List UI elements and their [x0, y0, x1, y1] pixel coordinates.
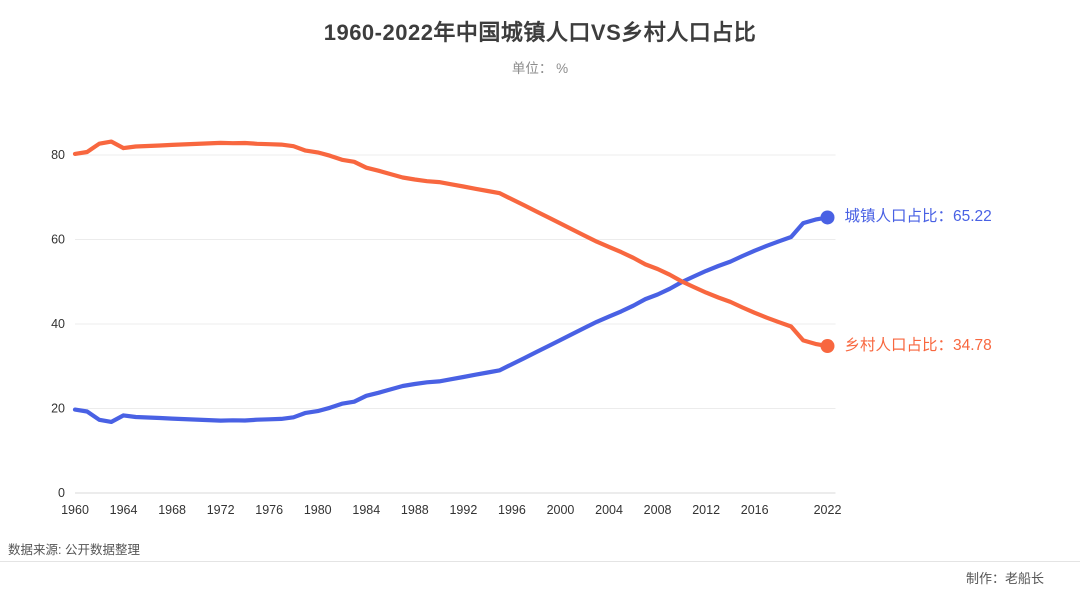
x-axis-tick-label: 2022: [814, 503, 842, 517]
x-axis-tick-label: 2016: [741, 503, 769, 517]
series-line: [72, 139, 830, 349]
series-end-marker-icon: [820, 339, 835, 354]
series-end-marker-icon: [820, 210, 835, 225]
series-label-rural: 乡村人口占比：34.78: [844, 337, 992, 355]
footer-divider: [0, 561, 1080, 562]
x-axis-tick-label: 1988: [401, 503, 429, 517]
y-axis-tick-label: 40: [51, 317, 65, 331]
y-axis-tick-label: 20: [51, 402, 65, 416]
x-axis-tick-label: 1968: [158, 503, 186, 517]
chart-title: 1960-2022年中国城镇人口VS乡村人口占比: [323, 20, 757, 45]
x-axis-tick-label: 1964: [110, 503, 138, 517]
x-axis-tick-label: 2000: [547, 503, 575, 517]
x-axis-tick-label: 1960: [61, 503, 89, 517]
x-axis-tick-label: 1984: [352, 503, 380, 517]
x-axis-tick-label: 1992: [449, 503, 477, 517]
series-label-urban: 城镇人口占比：65.22: [844, 208, 992, 226]
chart-subtitle: 单位： %: [511, 61, 569, 76]
x-axis-tick-label: 2004: [595, 503, 623, 517]
x-axis-tick-label: 1996: [498, 503, 526, 517]
x-axis-tick-label: 1972: [207, 503, 235, 517]
x-axis-tick-label: 2008: [644, 503, 672, 517]
y-axis-tick-label: 60: [51, 233, 65, 247]
y-axis-tick-label: 0: [58, 486, 65, 500]
data-source: 数据来源: 公开数据整理: [8, 543, 140, 557]
x-axis-tick-label: 1976: [255, 503, 283, 517]
y-axis-tick-label: 80: [51, 148, 65, 162]
x-axis-tick-label: 1980: [304, 503, 332, 517]
credit: 制作：老船长: [965, 571, 1044, 586]
x-axis-tick-label: 2012: [692, 503, 720, 517]
series-line: [72, 215, 830, 424]
